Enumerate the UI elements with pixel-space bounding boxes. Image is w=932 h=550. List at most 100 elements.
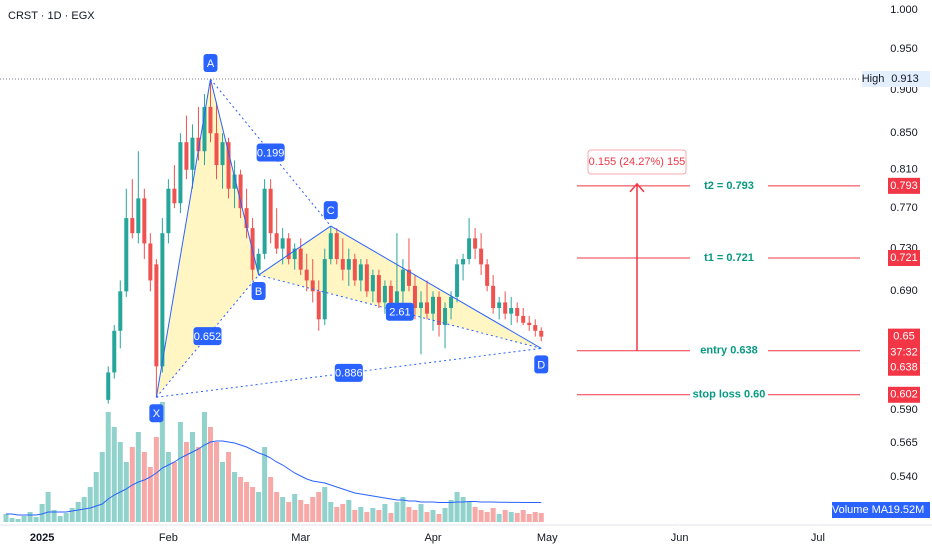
volume-bar [328,502,334,522]
level-label: entry 0.638 [700,345,757,357]
candle-body [503,302,508,314]
candle-body [527,322,532,326]
level-label: t2 = 0.793 [704,180,754,192]
chart-title: CRST · 1D · EGX [8,10,95,22]
volume-bar [352,510,358,522]
volume-bar [490,508,496,522]
candle-body [521,315,526,323]
volume-bar [189,432,195,522]
volume-bar [340,504,346,522]
volume-bar [334,507,340,522]
level-label-bg [690,177,768,194]
volume-bar [165,452,171,522]
candle-body [208,106,213,134]
level-tag-label: 0.638 [890,362,918,374]
volume-bar [135,432,141,522]
volume-bar [292,494,298,522]
pattern-fill [156,79,259,398]
ratio-label: 0.652 [194,331,222,343]
volume-ma-line [6,440,542,516]
candle-body [304,269,309,281]
volume-bar [484,512,490,522]
volume-bar [207,427,213,522]
volume-bar [51,510,57,522]
volume-bar [460,497,466,522]
volume-bar [532,512,538,522]
point-label: B [255,286,262,298]
volume-bar [400,497,406,522]
candle-body [437,296,442,326]
candle-body [455,264,460,297]
candle-body [214,133,219,166]
candle-body [509,308,514,314]
volume-bar [478,510,484,522]
volume-bar [63,513,69,522]
volume-bar [376,510,382,522]
volume-bar [45,492,51,522]
high-value: 0.913 [891,73,919,85]
volume-bar [123,462,129,522]
candle-body [256,253,261,270]
pattern-ratio-line [155,274,259,398]
volume-bar [171,462,177,522]
candle-body [202,106,207,152]
y-tick-label: 0.770 [890,202,918,214]
ratio-label: 2.61 [389,307,410,319]
volume-bar [141,452,147,522]
candle-body [280,238,285,249]
candle-body [346,259,351,270]
volume-bar [244,482,250,522]
candle-body [220,142,225,166]
candle-body [298,248,303,270]
volume-bar [394,502,400,522]
candle-body [491,285,496,309]
last-price-tag [888,328,920,361]
measure-box [587,149,687,175]
candle-body [130,218,135,234]
candle-body [388,285,393,309]
candle-body [431,296,436,314]
y-tick-label: 0.950 [890,43,918,55]
volume-bar [39,504,45,522]
volume-bar [436,514,442,522]
candle-body [136,198,141,234]
candle-body [142,198,147,244]
candle-body [352,259,357,281]
high-label: High [862,73,885,85]
y-tick-label: 0.540 [890,471,918,483]
volume-bar [520,510,526,522]
volume-bar [430,510,436,522]
candle-body [449,296,454,309]
volume-bar [9,518,15,522]
pattern-leg [258,225,332,276]
volume-bar [33,517,39,522]
volume-bar [21,516,27,522]
volume-bar [466,502,472,522]
y-tick-label: 0.850 [890,127,918,139]
y-tick-label: 0.810 [890,164,918,176]
ratio-box [193,327,222,346]
candle-body [467,238,472,260]
candle-body [274,233,279,249]
point-box [149,404,164,423]
candle-body [497,302,502,309]
volume-bar [346,500,352,522]
volume-bar [472,507,478,522]
candle-body [268,188,273,234]
volume-bar [250,487,256,522]
volume-bar [232,472,238,522]
volume-bar [3,514,9,522]
candle-body [400,269,405,292]
volume-bar [502,510,508,522]
candle-body [364,264,369,292]
candle-body [424,302,429,314]
volume-bar [274,492,280,522]
volume-bar [99,452,105,522]
level-label: t1 = 0.721 [704,252,754,264]
volume-bar [388,513,394,522]
candle-body [196,137,201,152]
level-tag [888,177,920,194]
candle-body [172,188,177,204]
volume-bar [382,504,388,522]
volume-bar [424,512,430,522]
